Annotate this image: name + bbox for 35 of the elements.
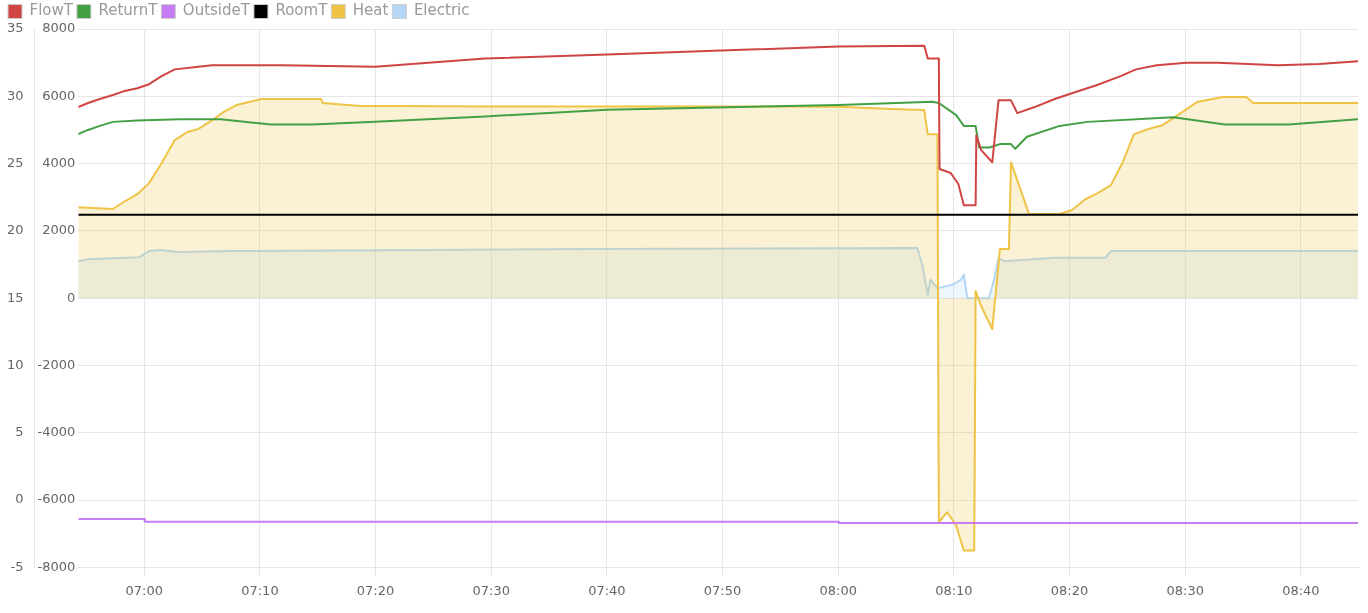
y-tick-label: 5 (15, 424, 24, 440)
y2-tick-label: 4000 (42, 154, 76, 170)
y2-tick-label: -8000 (37, 558, 76, 574)
x-tick-label: 07:30 (472, 582, 510, 598)
y2-tick-label: 6000 (42, 87, 76, 103)
x-tick-label: 08:30 (1166, 582, 1204, 598)
x-tick-label: 08:20 (1050, 582, 1089, 598)
y2-tick-label: 2000 (42, 222, 76, 238)
y2-tick-label: -4000 (37, 424, 76, 440)
x-tick-label: 07:20 (356, 582, 395, 598)
legend-label: OutsideT (182, 1, 251, 20)
y2-tick-label: 0 (67, 289, 76, 305)
x-tick-label: 08:00 (819, 582, 857, 598)
y-tick-label: -5 (10, 558, 24, 574)
x-tick-label: 08:10 (935, 582, 973, 598)
y2-tick-label: -2000 (37, 356, 76, 372)
x-tick-label: 08:40 (1282, 582, 1320, 598)
y-tick-label: 30 (7, 87, 24, 103)
legend-label: Heat (352, 1, 389, 20)
y2-tick-label: 8000 (42, 20, 76, 36)
y-tick-label: 0 (15, 491, 24, 507)
legend-label: Electric (413, 1, 470, 20)
x-tick-label: 07:40 (588, 582, 626, 598)
y-tick-label: 15 (7, 289, 24, 305)
y-tick-label: 10 (7, 356, 24, 372)
x-tick-label: 07:10 (241, 582, 279, 598)
y-tick-label: 25 (7, 154, 24, 170)
x-tick-label: 07:50 (703, 582, 742, 598)
y-tick-label: 20 (7, 222, 24, 238)
legend-label: FlowT (29, 1, 74, 20)
legend-label: RoomT (275, 1, 329, 20)
legend-label: ReturnT (98, 1, 159, 20)
y2-tick-label: -6000 (37, 491, 76, 507)
y-tick-label: 35 (7, 20, 24, 36)
x-tick-label: 07:00 (125, 582, 163, 598)
